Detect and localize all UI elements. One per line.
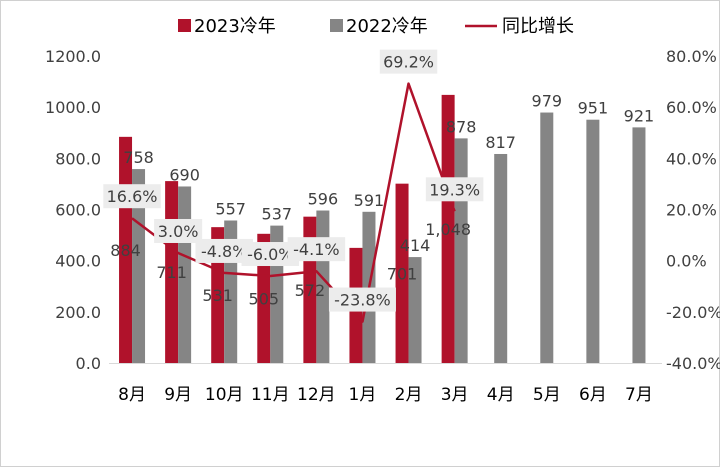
legend-swatch-2022 xyxy=(330,19,343,32)
right-axis: -40.0% -20.0% 0.0% 20.0% 40.0% 60.0% 80.0% xyxy=(666,47,720,373)
category-axis-labels: 8月 9月 10月 11月 12月 1月 2月 3月 4月 5月 6月 7月 xyxy=(118,385,653,405)
left-axis-tick-label: 200.0 xyxy=(55,303,101,322)
bar-2022 xyxy=(494,153,508,363)
left-axis-tick-label: 800.0 xyxy=(55,149,101,168)
right-axis-tick-label: -40.0% xyxy=(666,354,720,373)
legend-label-2023: 2023冷年 xyxy=(194,16,276,37)
bar-2023 xyxy=(257,233,271,363)
right-axis-tick-label: 60.0% xyxy=(666,98,717,117)
bar-2022-value-label: 414 xyxy=(400,236,431,255)
category-label: 9月 xyxy=(164,385,192,405)
legend-label-growth: 同比增长 xyxy=(502,16,574,37)
left-axis-tick-label: 0.0 xyxy=(76,354,101,373)
category-label: 1月 xyxy=(349,385,377,405)
growth-value-label: 69.2% xyxy=(383,53,434,72)
category-label: 2月 xyxy=(395,385,423,405)
bar-2022-value-label: 537 xyxy=(262,205,293,224)
bar-2022-value-label: 817 xyxy=(485,133,516,152)
growth-value-label: -4.8% xyxy=(201,242,247,261)
growth-value-label: -4.1% xyxy=(293,240,339,259)
bar-2023-value-label: 1,048 xyxy=(425,220,471,239)
category-label: 6月 xyxy=(579,385,607,405)
right-axis-tick-label: 80.0% xyxy=(666,47,717,66)
bar-2023-value-label: 505 xyxy=(249,289,280,308)
legend-item-growth: 同比增长 xyxy=(465,16,574,37)
legend-item-2023: 2023冷年 xyxy=(178,16,276,37)
left-axis-tick-label: 1000.0 xyxy=(45,98,101,117)
growth-value-label: -6.0% xyxy=(247,245,293,264)
category-label: 7月 xyxy=(625,385,653,405)
bar-2023-value-label: 884 xyxy=(110,241,141,260)
bar-2022 xyxy=(408,257,422,363)
right-axis-tick-label: -20.0% xyxy=(666,303,720,322)
growth-value-label: 16.6% xyxy=(107,187,158,206)
left-axis-tick-label: 1200.0 xyxy=(45,47,101,66)
left-axis-tick-label: 400.0 xyxy=(55,252,101,271)
bar-2023-value-label: 701 xyxy=(387,264,418,283)
category-label: 8月 xyxy=(118,385,146,405)
left-axis-tick-label: 600.0 xyxy=(55,201,101,220)
growth-label-box xyxy=(154,218,203,243)
bar-2023-value-label: 711 xyxy=(156,263,187,282)
category-label: 11月 xyxy=(251,385,290,405)
bar-2022-value-label: 690 xyxy=(169,165,200,184)
legend-swatch-2023 xyxy=(178,19,191,32)
bar-2022 xyxy=(632,127,646,363)
category-label: 10月 xyxy=(205,385,244,405)
bar-2022-value-label: 591 xyxy=(354,191,385,210)
right-axis-tick-label: 40.0% xyxy=(666,149,717,168)
bar-2022 xyxy=(586,119,600,363)
growth-value-label: 3.0% xyxy=(158,222,199,241)
growth-value-label: -23.8% xyxy=(334,291,391,310)
bar-2022-value-label: 921 xyxy=(624,106,655,125)
bar-2023-value-label: 572 xyxy=(295,281,326,300)
legend-label-2022: 2022冷年 xyxy=(346,16,428,37)
growth-label-box xyxy=(425,177,484,202)
growth-label-box xyxy=(195,238,253,263)
growth-label-box xyxy=(379,49,438,74)
growth-label-box xyxy=(287,237,346,262)
bar-2022 xyxy=(540,112,554,363)
bar-2022 xyxy=(132,169,146,363)
bar-2022-value-label: 758 xyxy=(123,148,154,167)
growth-labels: 16.6%3.0%-4.8% -6.0% -4.1% -23.8% 69.2% 19.3% xyxy=(103,49,484,312)
bar-2023 xyxy=(441,94,455,364)
bar-2022-value-label: 878 xyxy=(446,117,477,136)
category-label: 4月 xyxy=(487,385,515,405)
growth-line-series xyxy=(131,82,456,323)
legend: 2023冷年 2022冷年 同比增长 xyxy=(178,16,574,37)
bar-2022-value-label: 951 xyxy=(578,99,609,118)
left-axis: 0.0 200.0 400.0 600.0 800.0 1000.0 1200.0 xyxy=(45,47,101,373)
growth-label-box xyxy=(328,287,396,312)
right-axis-tick-label: 0.0% xyxy=(666,252,707,271)
category-label: 5月 xyxy=(533,385,561,405)
bar-2022-value-label: 979 xyxy=(532,92,563,111)
bar-2022-value-label: 596 xyxy=(308,190,339,209)
bar-labels: 8847587116905315575055375725964505917014… xyxy=(110,92,654,316)
bar-2023 xyxy=(395,183,409,363)
bar-2023-value-label: 531 xyxy=(202,286,233,305)
growth-line xyxy=(131,82,456,323)
bar-2022-value-label: 557 xyxy=(215,200,246,219)
growth-value-label: 19.3% xyxy=(429,180,480,199)
bar-2022 xyxy=(454,138,468,363)
category-label: 3月 xyxy=(441,385,469,405)
legend-item-2022: 2022冷年 xyxy=(330,16,428,37)
growth-label-box xyxy=(103,184,161,209)
category-label: 12月 xyxy=(297,385,336,405)
right-axis-tick-label: 20.0% xyxy=(666,201,717,220)
